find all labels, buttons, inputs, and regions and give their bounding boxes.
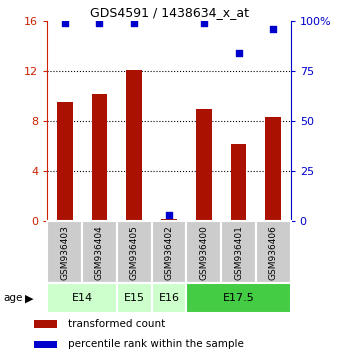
Point	[271, 27, 276, 32]
Text: age: age	[3, 293, 23, 303]
Bar	[47, 221, 82, 283]
Bar	[186, 221, 221, 283]
Point	[201, 21, 207, 26]
Bar	[117, 283, 152, 313]
Text: GSM936400: GSM936400	[199, 225, 208, 280]
Bar	[221, 221, 256, 283]
Bar	[126, 70, 142, 221]
Text: E14: E14	[72, 293, 93, 303]
Text: transformed count: transformed count	[68, 319, 165, 329]
Text: GSM936401: GSM936401	[234, 225, 243, 280]
Bar	[57, 103, 73, 221]
Title: GDS4591 / 1438634_x_at: GDS4591 / 1438634_x_at	[90, 6, 248, 19]
Text: GSM936404: GSM936404	[95, 225, 104, 280]
Bar	[231, 144, 246, 221]
Text: E17.5: E17.5	[223, 293, 255, 303]
Bar	[34, 320, 57, 327]
Bar	[47, 283, 117, 313]
Bar	[256, 221, 291, 283]
Bar	[117, 221, 152, 283]
Text: percentile rank within the sample: percentile rank within the sample	[68, 339, 243, 349]
Text: GSM936405: GSM936405	[130, 225, 139, 280]
Point	[166, 212, 172, 218]
Text: E16: E16	[159, 293, 179, 303]
Bar	[34, 341, 57, 348]
Bar	[152, 283, 186, 313]
Bar	[92, 94, 107, 221]
Bar	[265, 118, 281, 221]
Text: ▶: ▶	[24, 293, 33, 303]
Point	[236, 50, 241, 56]
Text: GSM936402: GSM936402	[165, 225, 173, 280]
Point	[131, 21, 137, 26]
Text: E15: E15	[124, 293, 145, 303]
Text: GSM936406: GSM936406	[269, 225, 278, 280]
Bar	[161, 219, 177, 221]
Bar	[196, 109, 212, 221]
Point	[97, 21, 102, 26]
Bar	[82, 221, 117, 283]
Point	[62, 21, 67, 26]
Bar	[186, 283, 291, 313]
Bar	[152, 221, 186, 283]
Text: GSM936403: GSM936403	[60, 225, 69, 280]
